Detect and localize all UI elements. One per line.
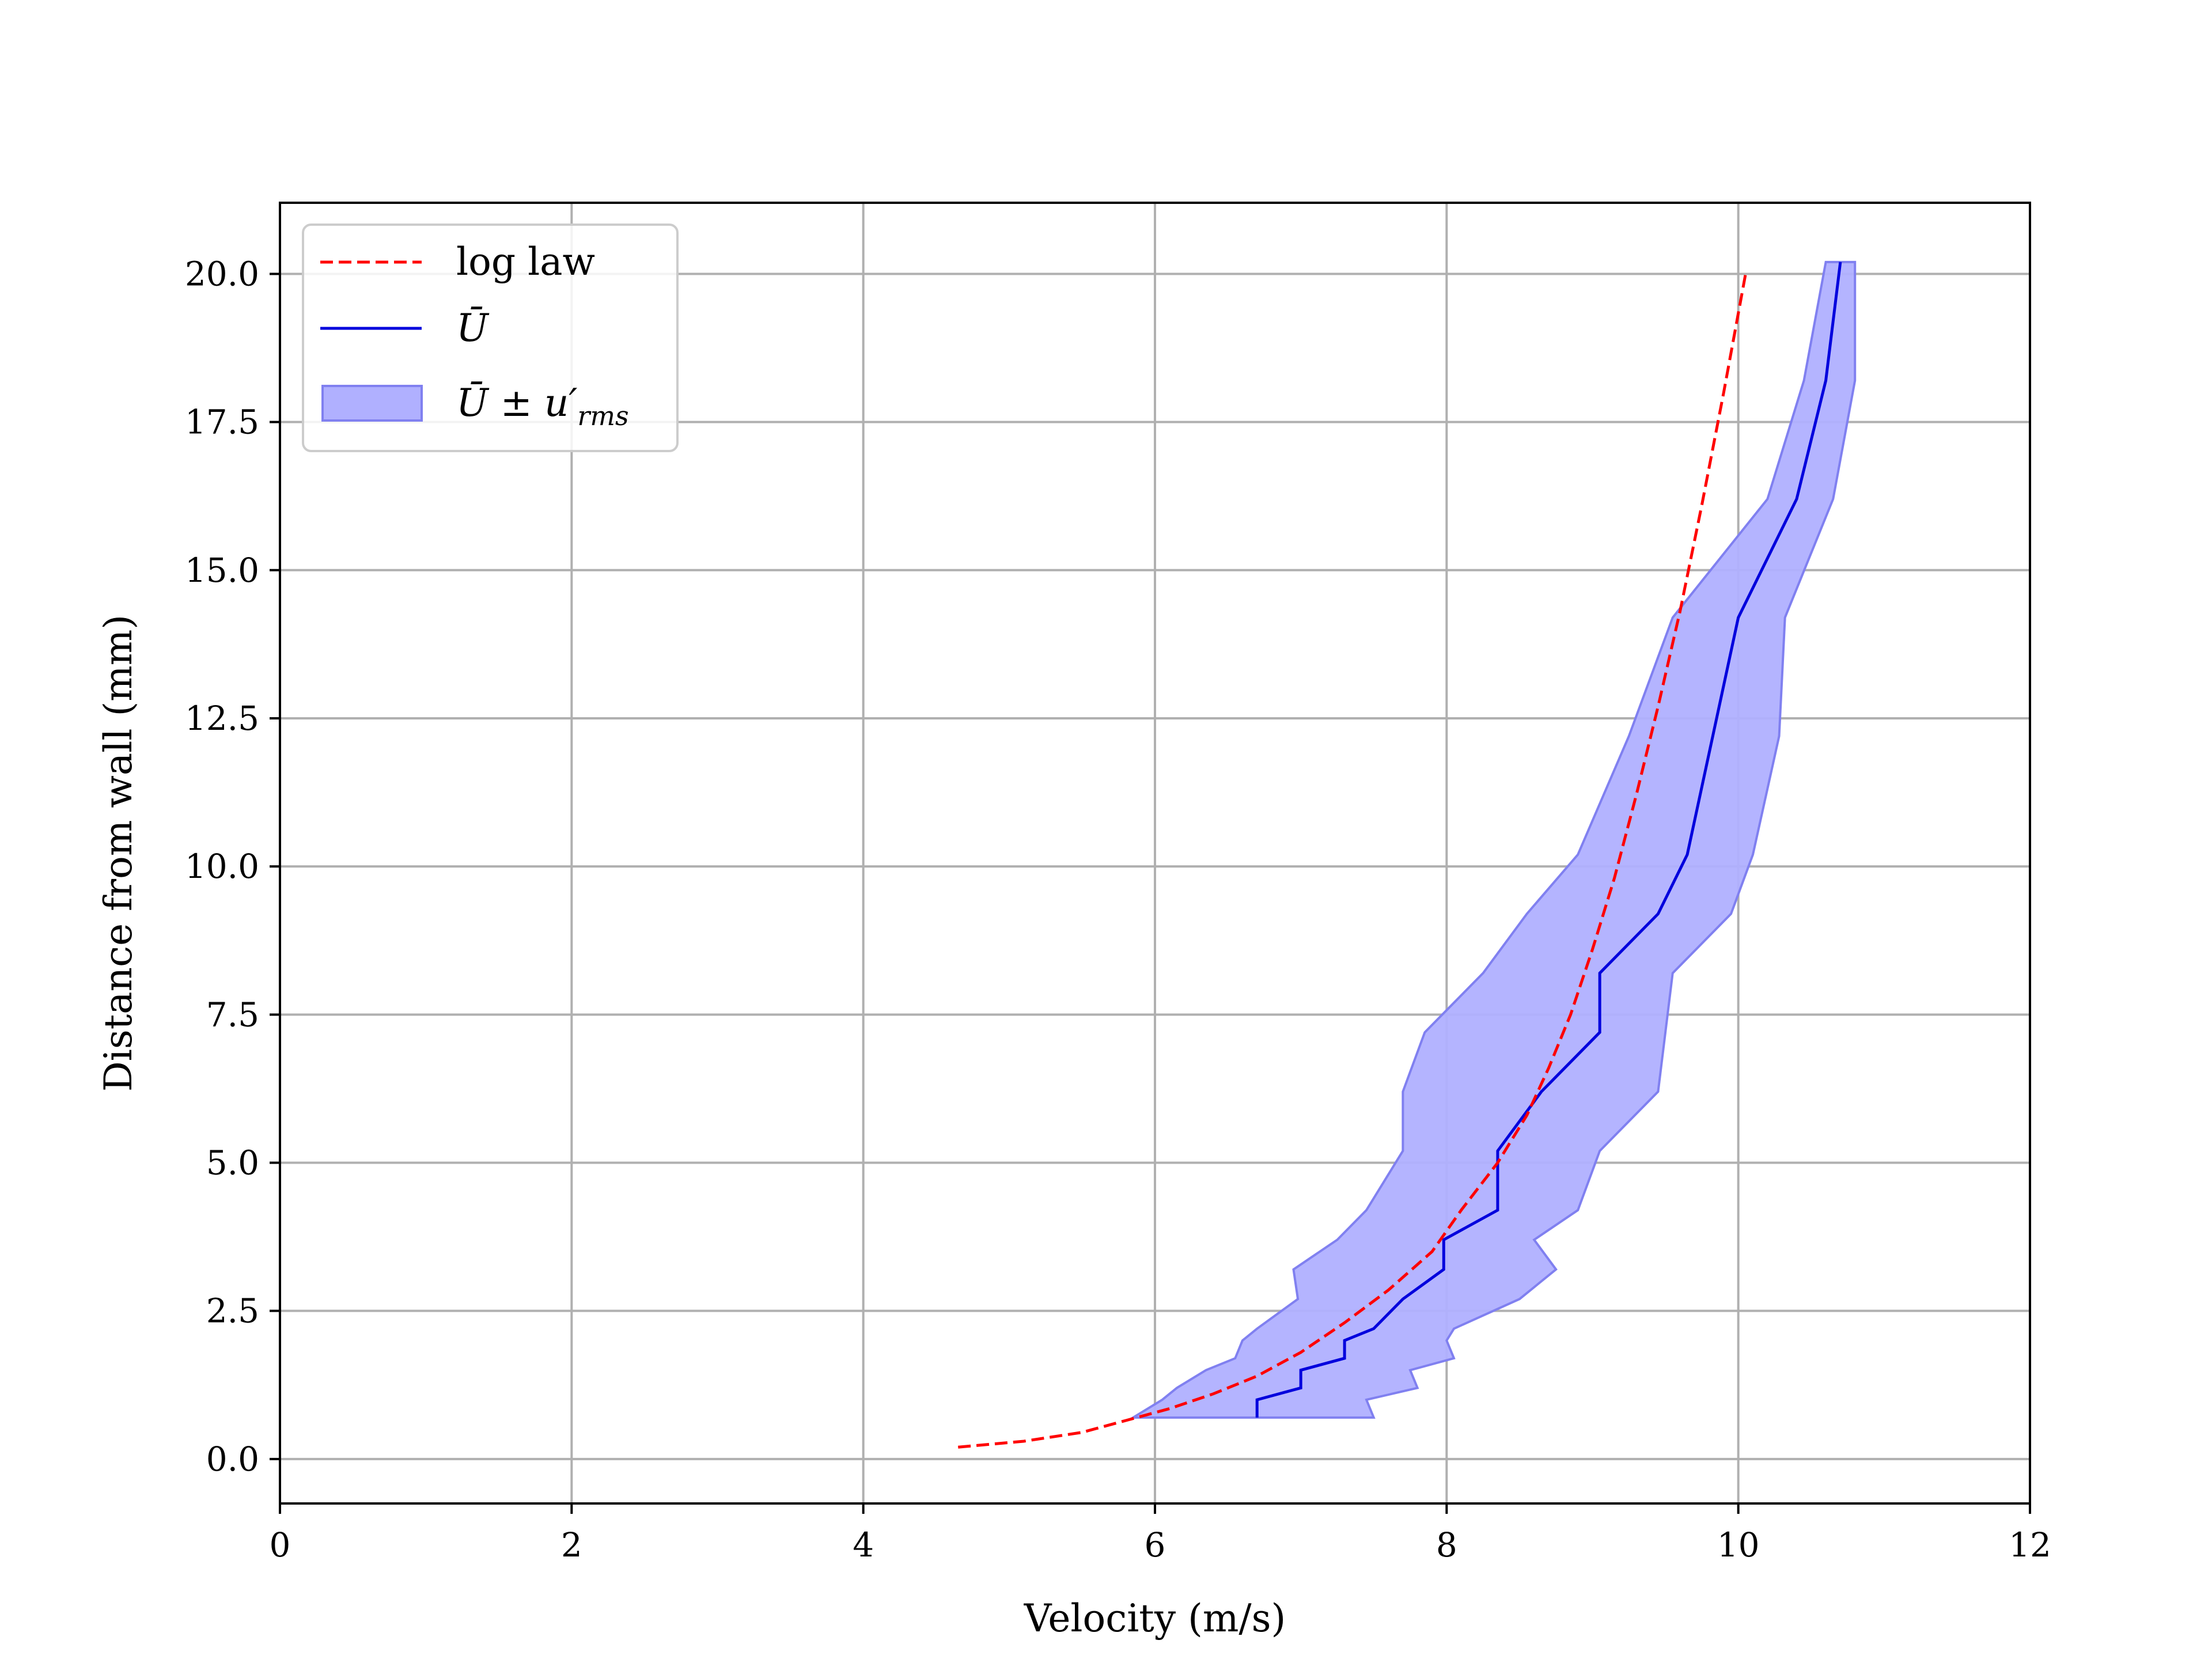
rms-band-layer [1128,260,1857,1419]
legend-band-swatch [321,385,423,422]
legend: log law Ū Ū ± u′rms [302,224,679,452]
x-axis-title: Velocity (m/s) [1024,1596,1286,1641]
legend-label-1: log law [456,240,595,284]
series-layer [958,262,1842,1449]
y-tick-label: 5.0 [206,1143,259,1182]
y-tick-label: 20.0 [185,254,259,293]
x-tick-label: 8 [1436,1525,1457,1565]
y-tick-label: 0.0 [206,1440,259,1479]
y-tick-label: 2.5 [206,1291,259,1331]
y-tick-label: 7.5 [206,995,259,1034]
legend-label-subscript: rms [577,400,628,431]
x-tick-label: 12 [2009,1525,2051,1565]
legend-label-3: Ū ± u′rms [456,381,629,431]
x-tick-label: 6 [1145,1525,1166,1565]
legend-label-2: Ū [456,306,490,350]
ticks: 0 2 4 6 8 10 12 0.0 2.5 5.0 7.5 10.0 12.5 15.0 17.5 20.… [185,254,2051,1565]
y-tick-label: 12.5 [185,699,259,738]
x-tick-label: 0 [270,1525,291,1565]
y-tick-label: 15.0 [185,551,259,590]
y-tick-label: 17.5 [185,403,259,442]
x-tick-label: 4 [853,1525,874,1565]
x-tick-label: 2 [561,1525,582,1565]
y-axis-title: Distance from wall (mm) [96,615,141,1092]
mean-velocity-line [1255,262,1842,1418]
y-tick-label: 10.0 [185,847,259,886]
grid [279,203,2031,1503]
log-law-line [958,273,1747,1449]
rms-band [1128,260,1857,1419]
x-tick-label: 10 [1717,1525,1760,1565]
